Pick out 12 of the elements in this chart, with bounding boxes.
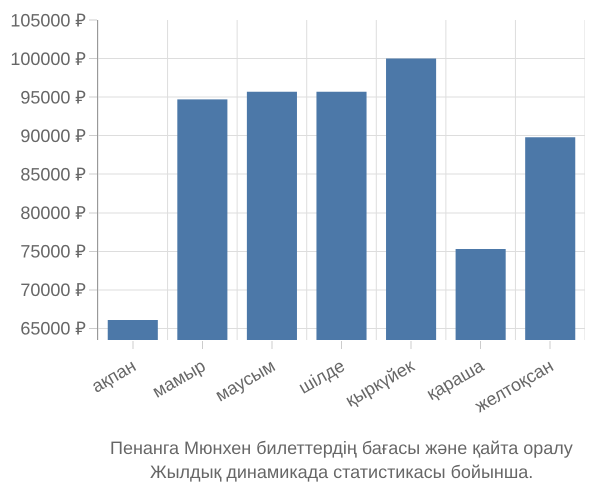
y-tick-label: 90000 ₽ <box>20 126 86 146</box>
y-tick-label: 85000 ₽ <box>20 164 86 185</box>
y-tick-label: 70000 ₽ <box>20 280 86 300</box>
text: Пенанга Мюнхен билеттердің бағасы және қайта оралу <box>110 438 573 458</box>
y-tick-label: 80000 ₽ <box>20 203 86 224</box>
y-tick-label: 75000 ₽ <box>20 242 86 262</box>
text: Жылдық динамикада статистикасы бойынша. <box>150 462 534 482</box>
y-tick-label: 100000 ₽ <box>10 48 86 69</box>
y-tick-label: 105000 ₽ <box>10 10 86 30</box>
y-tick-label: 95000 ₽ <box>20 87 86 108</box>
y-tick-label: 65000 ₽ <box>20 318 86 339</box>
x-tick-label: ақпан <box>88 356 140 397</box>
